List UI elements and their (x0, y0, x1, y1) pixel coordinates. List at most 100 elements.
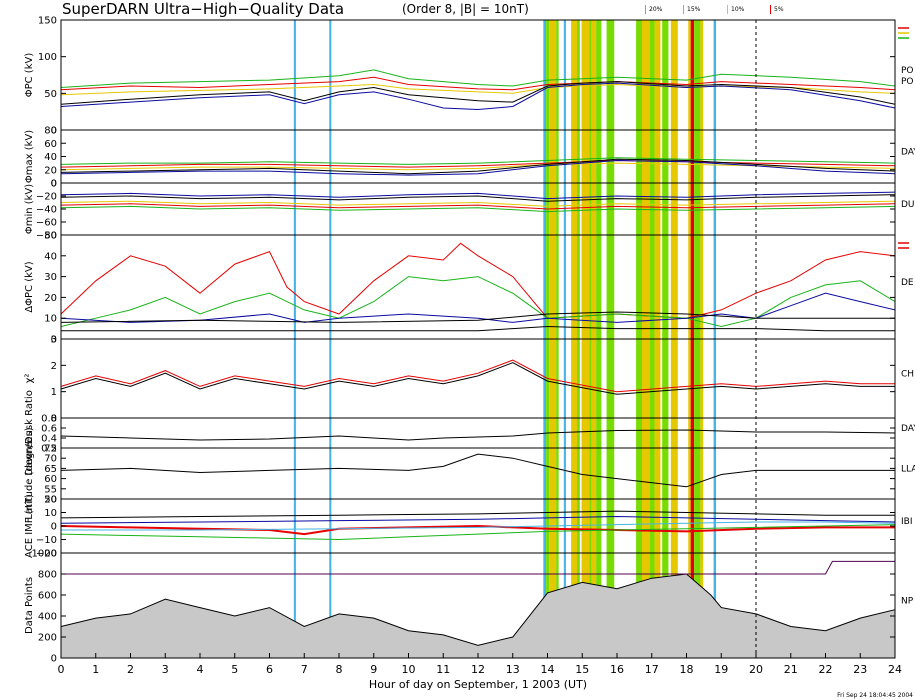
xtick-label-15: 15 (575, 663, 589, 676)
legend-label-20: 20% (649, 6, 663, 13)
legend-item-10: 10% (727, 5, 744, 14)
timestamp: Fri Sep 24 18:04:45 2004 (837, 692, 913, 699)
latitude-ytick-label-2: 60 (44, 474, 57, 485)
xtick-label-21: 21 (784, 663, 798, 676)
imf-right-label-0: IBI (901, 517, 912, 527)
phimin-series-2 (60, 200, 896, 207)
datapoints-ytick-label-3: 600 (38, 591, 57, 602)
phipc-ytick-label-0: 0 (51, 126, 57, 137)
datapoints-ytick-label-2: 400 (38, 612, 57, 623)
phimin-right-label-0: DU (901, 200, 915, 210)
phipc-ylabel: ΦPC (kV) (24, 53, 35, 98)
imf-ytick-label-2: 0 (51, 522, 57, 533)
legend-item-5: 5% (770, 5, 784, 14)
xtick-label-0: 0 (58, 663, 65, 676)
phimax-ylabel: Φmax (kV) (24, 130, 35, 183)
legend-swatch-5 (770, 5, 771, 14)
datapoints-ytick-label-5: 1000 (32, 549, 57, 560)
legend-label-15: 15% (687, 6, 701, 13)
xtick-label-17: 17 (645, 663, 659, 676)
latitude-ylabel: Latitude (degrees) (24, 427, 35, 519)
legend-swatch-20 (645, 5, 646, 14)
phimin-ytick-label-0: −80 (36, 231, 57, 242)
dphipc-ytick-label-4: 40 (44, 251, 57, 262)
xtick-label-5: 5 (231, 663, 238, 676)
datapoints-series-0 (60, 573, 896, 646)
imf-ytick-label-0: −20 (36, 549, 57, 560)
xtick-label-8: 8 (336, 663, 343, 676)
ratio-ytick-label-1: 0.4 (41, 434, 57, 445)
imf-ytick-label-4: 20 (44, 495, 57, 506)
xtick-label-11: 11 (436, 663, 450, 676)
phimin-ytick-label-2: −40 (36, 205, 57, 216)
xtick-label-12: 12 (471, 663, 485, 676)
phipc-series-2 (60, 69, 896, 88)
phimin-ytick-label-3: −20 (36, 192, 57, 203)
latitude-ytick-label-0: 50 (44, 495, 57, 506)
xtick-label-9: 9 (370, 663, 377, 676)
legend-swatch-10 (727, 5, 728, 14)
ratio-ytick-label-2: 0.6 (41, 424, 57, 435)
datapoints-right-label-0: NP (901, 597, 914, 607)
imf-series-2 (60, 524, 895, 536)
chisq-series-0 (60, 359, 895, 393)
xtick-label-22: 22 (819, 663, 833, 676)
chisq-ylabel: χ² (24, 374, 35, 384)
latitude-ytick-label-3: 65 (44, 464, 57, 475)
phimax-series-1 (60, 159, 896, 168)
phipc-ytick-label-3: 150 (38, 16, 57, 27)
phipc-right-label-1: PO (901, 77, 914, 87)
xtick-label-16: 16 (610, 663, 624, 676)
phipc-ytick-label-2: 100 (38, 52, 57, 63)
xtick-label-14: 14 (541, 663, 555, 676)
ratio-series-0 (60, 429, 896, 441)
phimin-ytick-label-4: 0 (51, 179, 57, 190)
phimax-right-label-0: DAY (901, 148, 915, 158)
datapoints-ytick-label-4: 800 (38, 570, 57, 581)
phimin-series-4 (60, 205, 896, 213)
dphipc-ytick-label-3: 30 (44, 272, 57, 283)
imf-ytick-label-1: −10 (36, 535, 57, 546)
xtick-label-19: 19 (714, 663, 728, 676)
ratio-ytick-label-0: 0.2 (41, 444, 57, 455)
dphipc-series-0 (60, 242, 896, 319)
phimax-ytick-label-4: 80 (44, 126, 57, 137)
dphipc-ytick-label-5: 50 (44, 231, 57, 242)
chisq-ytick-label-1: 1 (51, 387, 57, 398)
datapoints-ylabel: Data Points (24, 577, 35, 634)
imf-series-4 (61, 521, 896, 531)
phimin-ylabel: Φmin (kV) (24, 184, 35, 234)
xtick-label-10: 10 (402, 663, 416, 676)
phipc-ytick-label-1: 50 (44, 89, 57, 100)
ratio-ytick-label-3: 0.8 (41, 414, 57, 425)
xtick-label-24: 24 (888, 663, 902, 676)
xtick-label-20: 20 (749, 663, 763, 676)
latitude-ytick-label-1: 55 (44, 484, 57, 495)
legend-label-5: 5% (774, 6, 784, 13)
ratio-right-label-0: DAY (901, 424, 915, 434)
imf-series-3 (60, 524, 896, 541)
phipc-series-0 (60, 76, 896, 91)
datapoints-ytick-label-1: 200 (38, 633, 57, 644)
xtick-label-1: 1 (92, 663, 99, 676)
phimin-series-1 (60, 194, 896, 202)
xtick-label-3: 3 (162, 663, 169, 676)
legend-item-15: 15% (683, 5, 700, 14)
phimax-ytick-label-1: 20 (44, 165, 57, 176)
imf-series-1 (60, 515, 896, 524)
xtick-label-18: 18 (680, 663, 694, 676)
latitude-right-label-0: LLA (901, 465, 915, 475)
phimin-ytick-label-1: −60 (36, 218, 57, 229)
phipc-series-4 (60, 82, 896, 111)
phimax-ytick-label-0: 0 (51, 179, 57, 190)
xtick-label-2: 2 (127, 663, 134, 676)
dphipc-ytick-label-2: 20 (44, 293, 57, 304)
chisq-series-1 (60, 362, 895, 395)
chisq-right-label-0: CH (901, 370, 914, 380)
chisq-ytick-label-0: 0 (51, 414, 57, 425)
dphipc-series-3 (61, 325, 895, 332)
dphipc-series-4 (60, 311, 895, 323)
datapoints-area-0 (61, 574, 895, 658)
dphipc-series-1 (60, 276, 896, 328)
